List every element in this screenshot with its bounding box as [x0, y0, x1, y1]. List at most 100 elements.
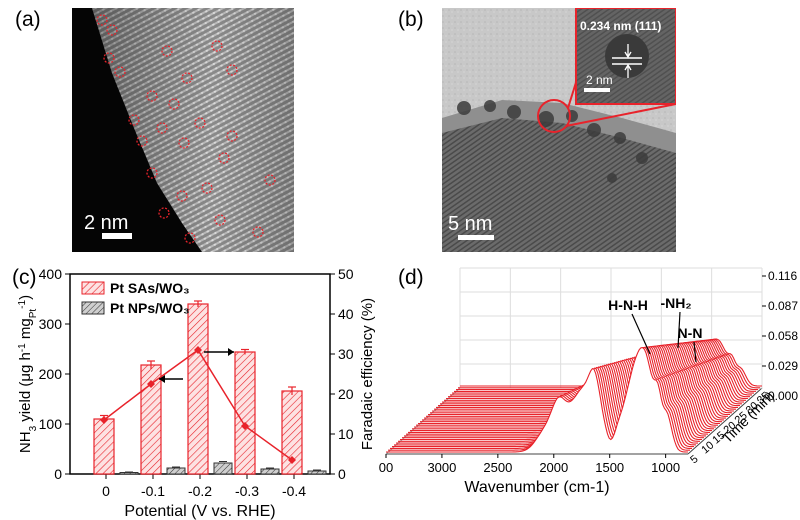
tem-image-panel-b: 0.234 nm (111) 2 nm 5 nm	[442, 8, 676, 252]
single-atom-marker	[103, 52, 115, 64]
y-axis-label: NH3 yield (μg h-1 mgPt-1)	[17, 295, 39, 453]
x-tick-label: -0.3	[235, 483, 259, 499]
legend-label-pt-nps: Pt NPs/WO₃	[110, 300, 190, 316]
single-atom-marker	[156, 122, 168, 134]
fe-point	[100, 416, 108, 424]
right-axis-arrowhead	[228, 348, 234, 356]
back-left-edge	[385, 387, 461, 455]
spectrum-line	[386, 347, 688, 453]
x-tick-label: 0	[102, 483, 110, 499]
x-tick-label: 2000	[539, 460, 568, 475]
z-tick-label: 0.087	[768, 299, 798, 313]
stem-image: 2 nm	[72, 8, 294, 252]
y2-tick-label: 40	[338, 306, 354, 322]
inset-scale-bar-label: 2 nm	[586, 73, 613, 87]
panel-label-c: (c)	[12, 266, 37, 289]
z-tick-label: 0.058	[768, 329, 798, 343]
panel-label-b: (b)	[398, 8, 424, 31]
y-tick-label: 100	[39, 416, 63, 432]
fe-point	[147, 380, 155, 388]
bar-pt-nps	[119, 472, 139, 475]
panel-label-d: (d)	[398, 266, 424, 289]
y-tick-label: 0	[54, 466, 62, 482]
peak-annotation: -NH₂	[660, 295, 691, 311]
x-axis-label: Potential (V vs. RHE)	[124, 503, 275, 520]
legend-label-pt-sas: Pt SAs/WO₃	[110, 280, 190, 296]
x-tick-label: 2500	[483, 460, 512, 475]
single-atom-marker	[264, 174, 276, 186]
z-tick-label: 0.000	[768, 389, 798, 403]
x-axis-label: Wavenumber (cm-1)	[464, 479, 609, 496]
tem-image: 0.234 nm (111) 2 nm 5 nm	[442, 8, 676, 252]
single-atom-marker	[136, 135, 148, 147]
single-atom-marker	[161, 45, 173, 57]
single-atom-marker	[184, 232, 196, 244]
single-atom-marker	[218, 152, 230, 164]
single-atom-marker	[181, 72, 193, 84]
scale-bar-label-b: 5 nm	[448, 213, 492, 235]
bar-pt-nps	[307, 470, 327, 475]
bar-pt-sas	[187, 303, 209, 475]
y2-tick-label: 10	[338, 426, 354, 442]
single-atom-marker	[176, 190, 188, 202]
scale-bar-b	[458, 235, 494, 240]
single-atom-marker	[214, 214, 226, 226]
stem-image-panel-a: 2 nm	[72, 8, 294, 252]
single-atom-marker	[252, 226, 264, 238]
single-atom-markers	[96, 14, 276, 244]
bar-pt-sas	[93, 418, 115, 475]
fe-point	[194, 346, 202, 354]
x-tick-label: 1500	[595, 460, 624, 475]
single-atom-marker	[146, 90, 158, 102]
y-tick-label: 300	[39, 316, 63, 332]
bar-pt-nps	[260, 468, 280, 475]
fe-point	[288, 456, 296, 464]
scale-bar-label-a: 2 nm	[84, 212, 128, 234]
left-axis-arrowhead	[159, 375, 165, 383]
z-tick-label: 0.116	[768, 269, 797, 283]
y2-tick-label: 20	[338, 386, 354, 402]
panel-label-a: (a)	[15, 8, 41, 31]
single-atom-marker	[168, 98, 180, 110]
peak-annotation: H-N-H	[608, 297, 648, 313]
chart-c: 0 100 200 300 400 0 10 20 30 40 50 0 -0.1 -0.2 -0.3 -0.…	[17, 266, 377, 520]
chart-d: 0.1160.0870.0580.0290.000Abs.00300025002…	[379, 267, 798, 496]
z-tick-label: 0.029	[768, 359, 798, 373]
y2-axis-label: Faradaic efficiency (%)	[359, 298, 376, 450]
y2-tick-label: 0	[338, 466, 346, 482]
pt-nanoparticles	[457, 100, 648, 183]
x-tick-label: -0.4	[282, 483, 306, 499]
single-atom-marker	[194, 117, 206, 129]
y-tick-label: 200	[39, 366, 63, 382]
scale-bar-a	[102, 233, 132, 239]
fe-point	[241, 422, 249, 430]
peak-pointer	[677, 311, 681, 349]
single-atom-marker	[128, 114, 140, 126]
single-atom-marker	[226, 64, 238, 76]
single-atom-marker	[211, 40, 223, 52]
peak-annotation: N-N	[678, 325, 703, 341]
depth-tick-label: 5	[688, 453, 700, 466]
y-tick-label: 400	[39, 266, 63, 282]
legend-swatch-pt-nps	[81, 301, 105, 315]
y2-tick-label: 30	[338, 346, 354, 362]
single-atom-marker	[96, 14, 108, 26]
single-atom-marker	[226, 130, 238, 142]
single-atom-marker	[201, 182, 213, 194]
single-atom-marker	[146, 167, 158, 179]
peak-pointer	[693, 341, 697, 363]
peak-pointer	[631, 313, 651, 355]
x-tick-label: 1000	[651, 460, 680, 475]
x-tick-label: 00	[379, 460, 393, 475]
bar-pt-nps	[213, 462, 233, 475]
single-atom-marker	[178, 137, 190, 149]
x-tick-label: -0.1	[141, 483, 165, 499]
zoom-circle	[537, 99, 571, 133]
x-tick-label: -0.2	[188, 483, 212, 499]
legend-swatch-pt-sas	[81, 281, 105, 295]
lattice-spacing-label: 0.234 nm (111)	[580, 19, 661, 33]
x-tick-label: 3000	[427, 460, 456, 475]
single-atom-marker	[114, 66, 126, 78]
single-atom-marker	[106, 24, 118, 36]
y2-tick-label: 50	[338, 266, 354, 282]
